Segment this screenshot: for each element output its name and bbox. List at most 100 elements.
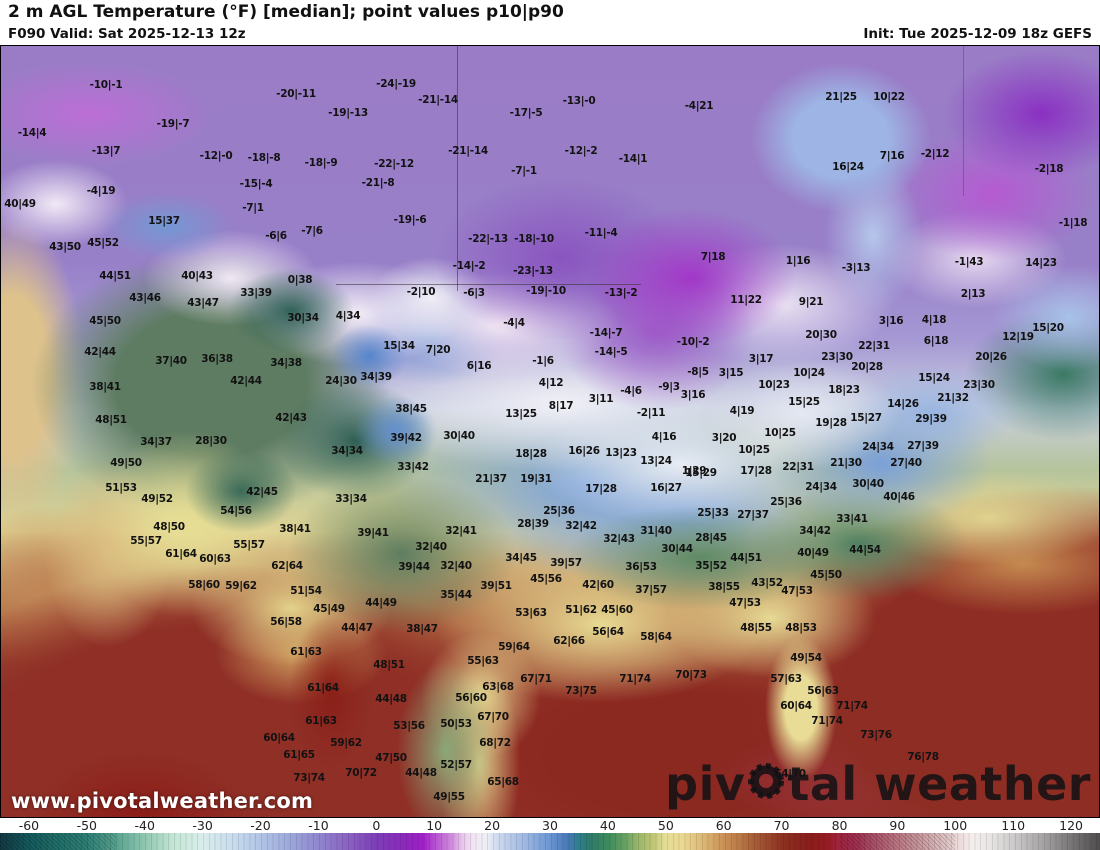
point-value: 15|37 <box>148 214 180 227</box>
point-value: 6|16 <box>466 359 492 372</box>
map-meridian-line <box>457 46 458 291</box>
point-value: 53|56 <box>393 719 425 732</box>
point-value: 34|34 <box>331 444 363 457</box>
point-value: 40|43 <box>181 269 213 282</box>
point-value: -15|-4 <box>239 177 273 190</box>
point-value: 17|28 <box>740 464 772 477</box>
point-value: 60|64 <box>780 699 812 712</box>
logo-text-right: tal weather <box>787 757 1091 811</box>
point-value: 23|30 <box>963 378 995 391</box>
point-value: 28|45 <box>695 531 727 544</box>
point-value: 3|16 <box>680 388 706 401</box>
colorbar-tick: 40 <box>599 818 616 833</box>
point-value: 61|63 <box>305 714 337 727</box>
point-value: 43|50 <box>49 240 81 253</box>
point-value: -6|6 <box>265 229 287 242</box>
colorbar-tick: 110 <box>1001 818 1026 833</box>
point-value: 55|57 <box>130 534 162 547</box>
point-value: 56|60 <box>455 691 487 704</box>
point-value: -14|1 <box>618 152 648 165</box>
point-value: -14|-7 <box>589 326 623 339</box>
pivotal-weather-logo: piv tal weather <box>665 761 1091 807</box>
point-value: -11|-4 <box>584 226 618 239</box>
point-value: 61|64 <box>165 547 197 560</box>
point-value: 73|76 <box>860 728 892 741</box>
point-value: 34|42 <box>799 524 831 537</box>
point-value: 48|51 <box>373 658 405 671</box>
point-value: 59|64 <box>498 640 530 653</box>
point-value: 52|57 <box>440 758 472 771</box>
point-value: -12|-0 <box>199 149 233 162</box>
point-value: 47|53 <box>729 596 761 609</box>
point-value: 45|50 <box>89 314 121 327</box>
point-value: 43|46 <box>129 291 161 304</box>
point-value: 38|45 <box>395 402 427 415</box>
point-value: 10|25 <box>738 443 770 456</box>
point-value: 15|20 <box>1032 321 1064 334</box>
point-value: 4|34 <box>335 309 361 322</box>
point-value: -18|-9 <box>304 156 338 169</box>
colorbar-hatch <box>839 833 956 850</box>
point-value: 27|40 <box>890 456 922 469</box>
point-value: 24|30 <box>325 374 357 387</box>
point-value: 10|23 <box>758 378 790 391</box>
point-value: -1|18 <box>1058 216 1088 229</box>
point-value: 7|18 <box>700 250 726 263</box>
point-value: 38|41 <box>279 522 311 535</box>
point-value: 39|42 <box>390 431 422 444</box>
point-value: -19|-7 <box>156 117 190 130</box>
point-value: 34|37 <box>140 435 172 448</box>
point-value: 56|63 <box>807 684 839 697</box>
point-value: 11|22 <box>730 293 762 306</box>
point-value: -6|3 <box>463 286 485 299</box>
point-value: -14|-2 <box>452 259 486 272</box>
watermark: www.pivotalweather.com <box>11 789 314 813</box>
point-value: -4|6 <box>620 384 642 397</box>
point-value: 6|18 <box>923 334 949 347</box>
point-value: 10|22 <box>873 90 905 103</box>
point-value: 73|75 <box>565 684 597 697</box>
point-value: 20|30 <box>805 328 837 341</box>
point-value: 48|50 <box>153 520 185 533</box>
point-value: 10|24 <box>793 366 825 379</box>
point-value: 67|70 <box>477 710 509 723</box>
point-value: 42|44 <box>84 345 116 358</box>
colorbar-tick: 90 <box>889 818 906 833</box>
point-value: -18|-10 <box>514 232 554 245</box>
point-value: 15|34 <box>383 339 415 352</box>
point-value: 33|41 <box>836 512 868 525</box>
point-value: 39|41 <box>357 526 389 539</box>
point-value: 8|17 <box>548 399 574 412</box>
point-value: 44|51 <box>730 551 762 564</box>
point-value: 0|38 <box>287 273 313 286</box>
point-value: 61|63 <box>290 645 322 658</box>
point-value: 63|68 <box>482 680 514 693</box>
us-canada-border-line <box>336 284 641 285</box>
point-value: 27|39 <box>907 439 939 452</box>
point-value: 24|34 <box>862 440 894 453</box>
point-value: 39|57 <box>550 556 582 569</box>
point-value: 30|44 <box>661 542 693 555</box>
colorbar-tick: 60 <box>715 818 732 833</box>
point-value: 35|52 <box>695 559 727 572</box>
point-value: 1|16 <box>785 254 811 267</box>
point-value: 29|39 <box>915 412 947 425</box>
point-value: 45|49 <box>313 602 345 615</box>
point-value: 70|72 <box>345 766 377 779</box>
point-value: 59|62 <box>225 579 257 592</box>
point-value: 30|40 <box>443 429 475 442</box>
point-value: 49|50 <box>110 456 142 469</box>
colorbar-tick: 30 <box>542 818 558 833</box>
point-value: -2|11 <box>636 406 666 419</box>
point-value: 27|37 <box>737 508 769 521</box>
point-value: -21|-8 <box>361 176 395 189</box>
point-value: 18|28 <box>515 447 547 460</box>
point-value: 40|49 <box>4 197 36 210</box>
point-value: 10|25 <box>764 426 796 439</box>
point-value: 21|30 <box>830 456 862 469</box>
point-value: 45|60 <box>601 603 633 616</box>
point-value: -22|-13 <box>468 232 508 245</box>
point-value: 30|40 <box>852 477 884 490</box>
point-value: 25|33 <box>697 506 729 519</box>
point-value: 67|71 <box>520 672 552 685</box>
